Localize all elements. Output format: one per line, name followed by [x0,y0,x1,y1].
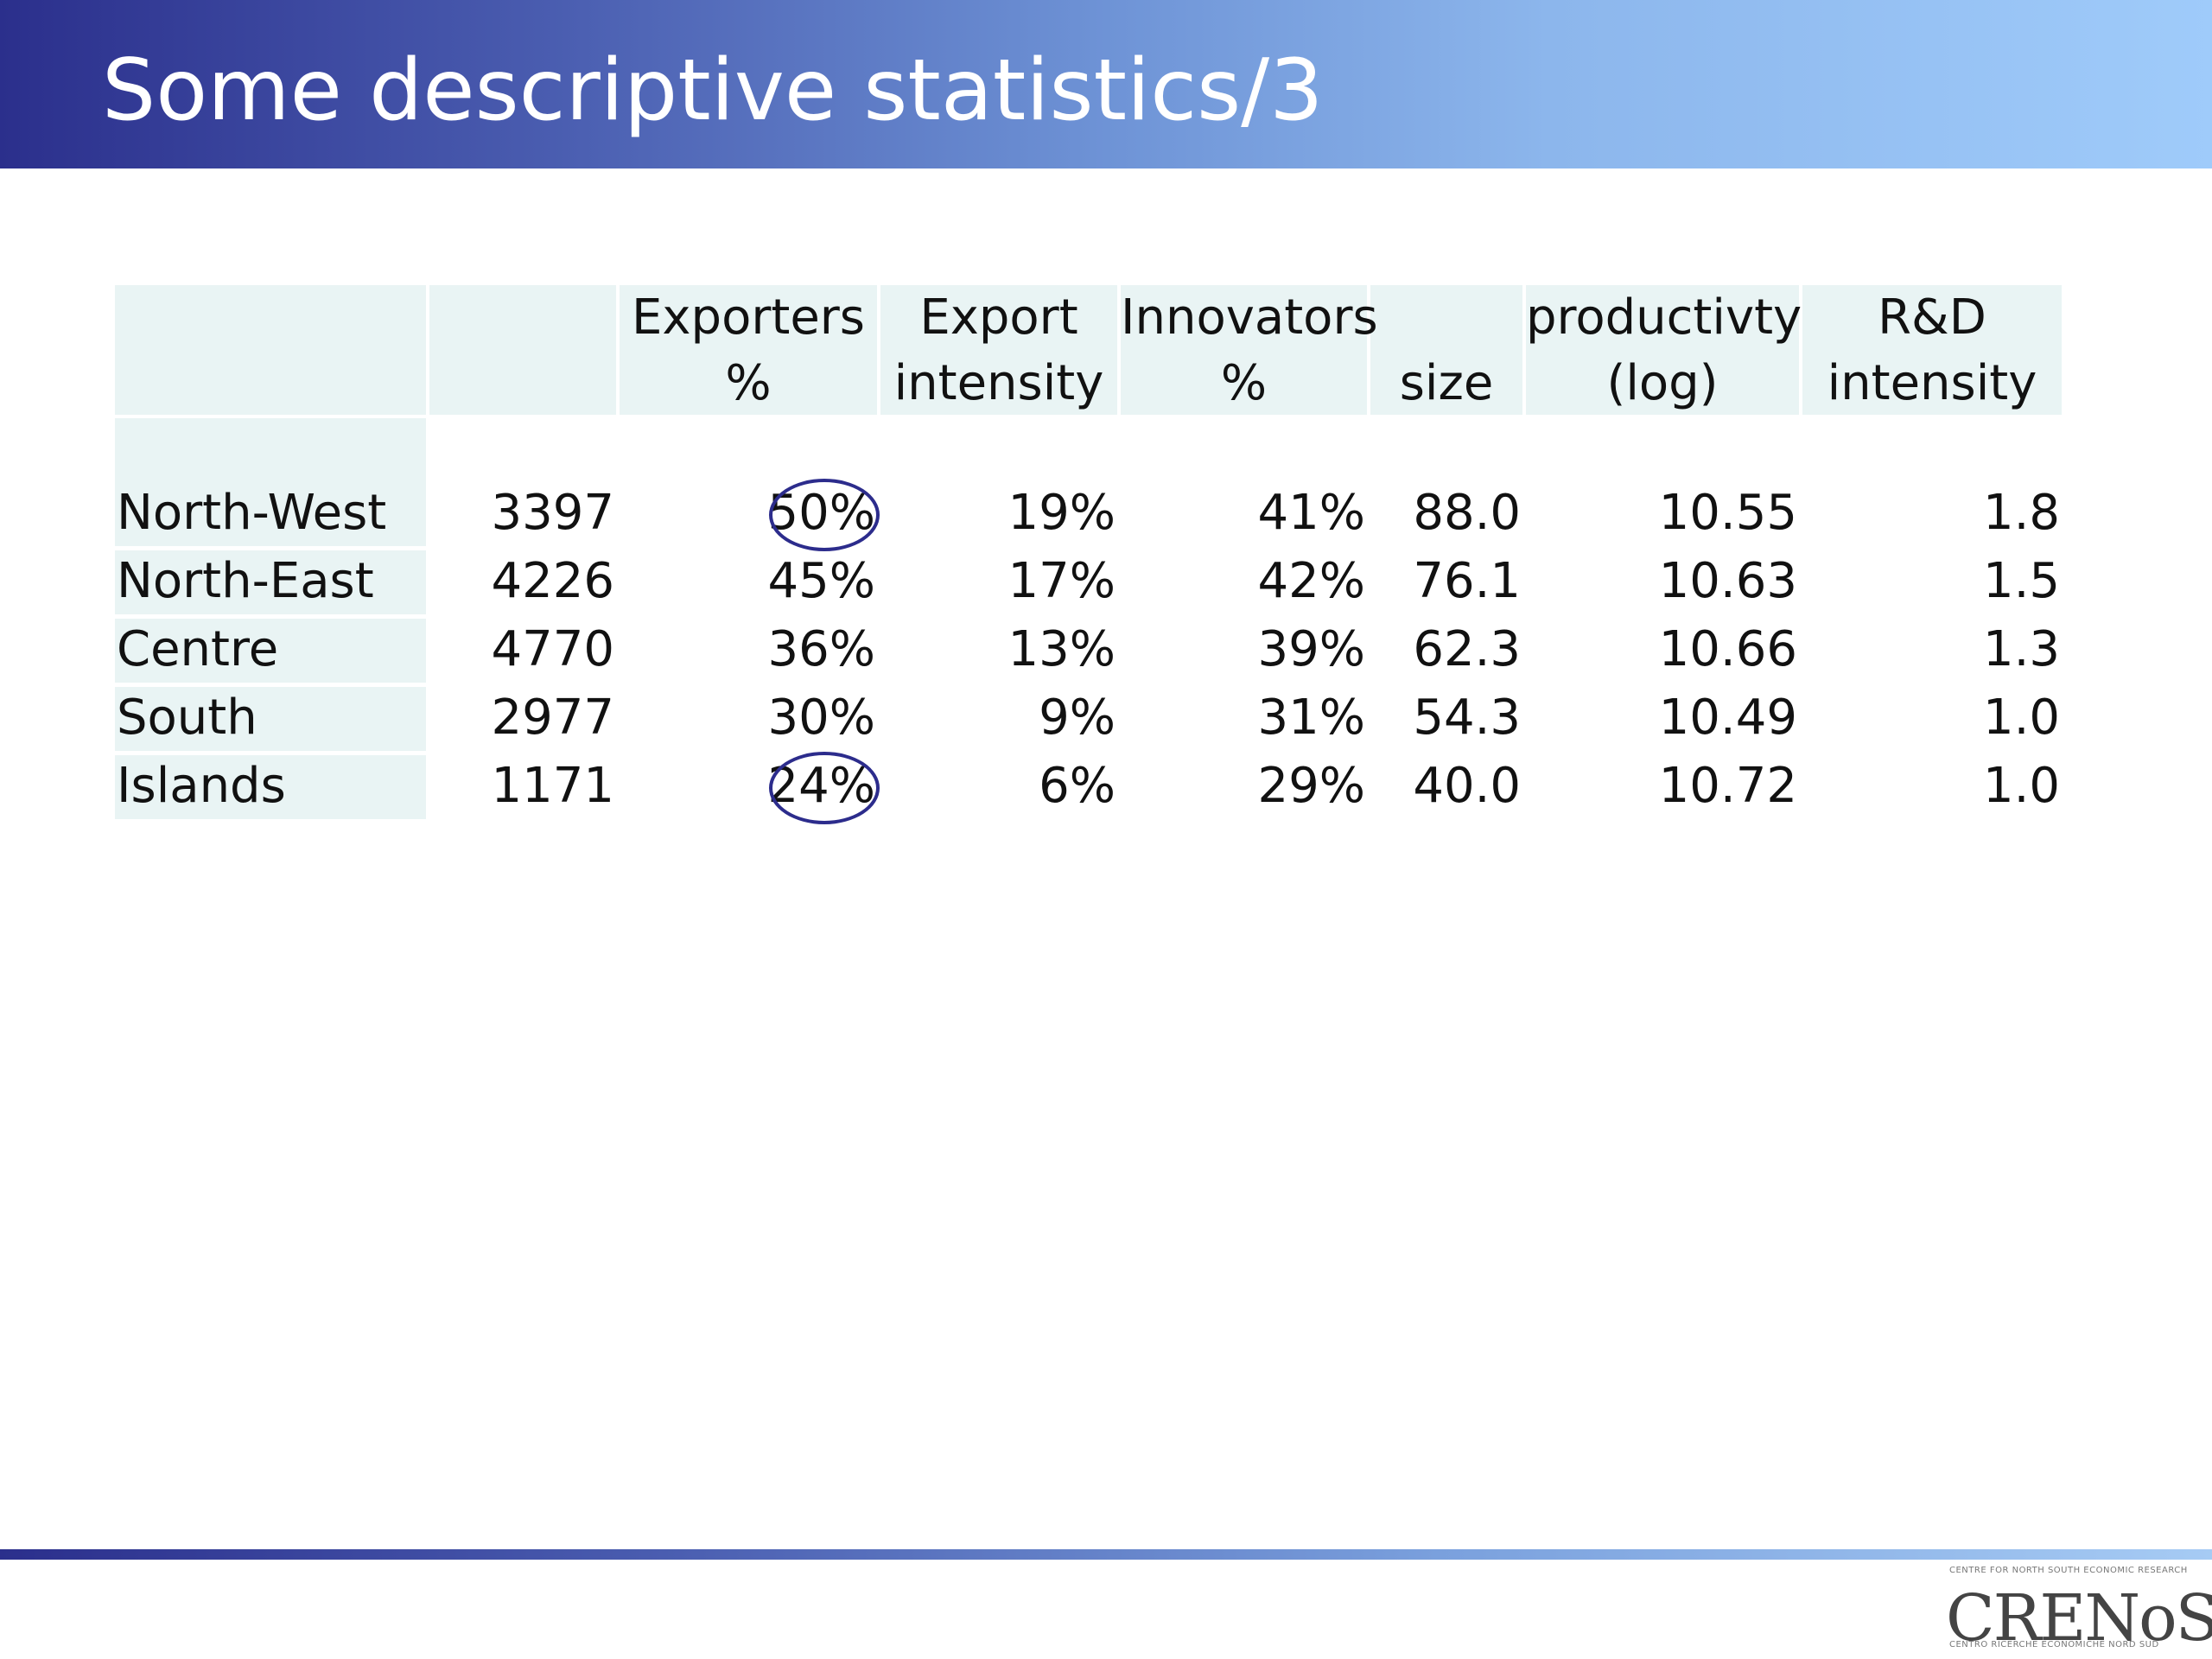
logo-top-line: CENTRE FOR NORTH SOUTH ECONOMIC RESEARCH [1949,1566,2188,1575]
table-cell-exporters: 36% [767,621,875,677]
footer-divider [0,1549,2212,1560]
row-label: North-West [117,485,387,541]
table-cell-rd: 1.0 [1982,758,2060,814]
table-cell-exporters: 45% [767,553,875,609]
row-label-bg [115,619,426,683]
header-cell-bg [115,285,426,415]
table-cell-export_intensity: 9% [1039,690,1116,746]
column-header-line1: Exporters [632,289,865,346]
table-cell-innovators: 41% [1257,485,1365,541]
header-cell-bg [1370,285,1522,415]
highlight-circle [769,752,880,824]
highlight-circle [769,479,880,551]
table-cell-productivity: 10.72 [1658,758,1797,814]
table-cell-size: 54.3 [1413,690,1521,746]
column-header-line2: % [725,355,772,411]
row-label: Centre [117,621,279,677]
column-header-line1: Innovators [1121,289,1378,346]
table-cell-export_intensity: 6% [1039,758,1116,814]
table-cell-n: 4226 [491,553,614,609]
row-label-bg [115,755,426,819]
column-header-line2: intensity [1827,355,2037,411]
spacer-cell-bg [115,418,426,482]
table-cell-n: 1171 [491,758,614,814]
table-cell-export_intensity: 17% [1007,553,1116,609]
column-header-line1: productivty [1526,289,1802,346]
header-cell-bg [620,285,877,415]
header-cell-bg [1121,285,1367,415]
table-cell-rd: 1.3 [1982,621,2060,677]
table-cell-size: 62.3 [1413,621,1521,677]
table-cell-n: 4770 [491,621,614,677]
table-cell-rd: 1.0 [1982,690,2060,746]
table-cell-productivity: 10.49 [1658,690,1797,746]
table-cell-n: 3397 [491,485,614,541]
table-cell-rd: 1.5 [1982,553,2060,609]
table-cell-innovators: 39% [1257,621,1365,677]
table-cell-productivity: 10.66 [1658,621,1797,677]
table-cell-exporters: 30% [767,690,875,746]
logo-bottom-line: CENTRO RICERCHE ECONOMICHE NORD SUD [1949,1640,2159,1649]
row-label: South [117,690,257,746]
table-cell-productivity: 10.63 [1658,553,1797,609]
title-bar: Some descriptive statistics/3 [0,0,2212,168]
table-cell-productivity: 10.55 [1658,485,1797,541]
table-cell-innovators: 29% [1257,758,1365,814]
header-cell-bg [880,285,1117,415]
row-label: Islands [117,758,286,814]
column-header-line2: intensity [893,355,1104,411]
header-cell-bg [1526,285,1799,415]
column-header-line1: R&D [1878,289,1986,346]
table-cell-rd: 1.8 [1982,485,2060,541]
header-cell-bg [429,285,616,415]
column-header-line1: Export [919,289,1078,346]
table-cell-innovators: 31% [1257,690,1365,746]
table-cell-export_intensity: 13% [1007,621,1116,677]
table-cell-size: 88.0 [1413,485,1521,541]
logo-wordmark: CRENoS [1946,1581,2212,1656]
header-cell-bg [1802,285,2062,415]
column-header-line2: (log) [1606,355,1719,411]
row-label-bg [115,550,426,614]
column-header-line2: % [1220,355,1268,411]
table-cell-n: 2977 [491,690,614,746]
table-cell-size: 40.0 [1413,758,1521,814]
row-label: North-East [117,553,374,609]
slide-title: Some descriptive statistics/3 [102,41,1324,140]
table-cell-innovators: 42% [1257,553,1365,609]
table-cell-export_intensity: 19% [1007,485,1116,541]
row-label-bg [115,482,426,546]
row-label-bg [115,687,426,751]
table-cell-size: 76.1 [1413,553,1521,609]
column-header-line2: size [1399,355,1494,411]
